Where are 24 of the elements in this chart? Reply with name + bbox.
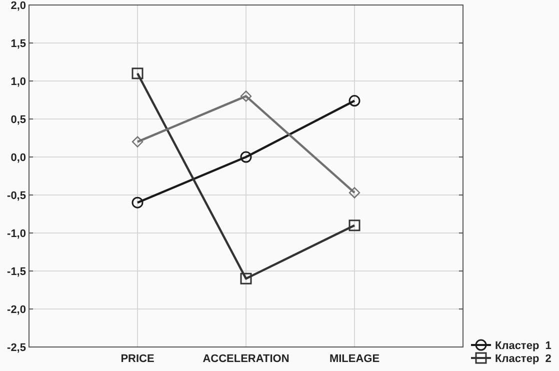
x-tick-label: PRICE bbox=[120, 353, 154, 365]
y-tick-label: -2,0 bbox=[7, 304, 26, 316]
point bbox=[348, 220, 360, 232]
point bbox=[348, 95, 360, 107]
point bbox=[132, 196, 144, 208]
y-tick-label: -1,5 bbox=[7, 266, 26, 278]
y-tick-label: 1,5 bbox=[10, 38, 26, 50]
point bbox=[240, 151, 252, 163]
point bbox=[132, 136, 144, 148]
legend-label: Кластер 2 bbox=[495, 352, 552, 365]
point bbox=[132, 68, 144, 80]
y-tick-label: 0,5 bbox=[10, 114, 26, 126]
x-tick-label: MILEAGE bbox=[329, 353, 380, 365]
point bbox=[348, 187, 360, 198]
y-tick-label: -0,5 bbox=[7, 190, 26, 202]
y-tick-label: 2,0 bbox=[10, 0, 26, 12]
y-tick-label: 1,0 bbox=[10, 76, 26, 88]
x-tick-label: ACCELERATION bbox=[202, 353, 290, 365]
legend-label: Кластер 1 bbox=[495, 340, 552, 352]
y-tick-label: 0,0 bbox=[10, 152, 26, 164]
point bbox=[240, 90, 252, 102]
y-tick-label: -1,0 bbox=[7, 228, 26, 240]
point bbox=[240, 272, 252, 284]
y-tick-label: -2,5 bbox=[7, 342, 26, 354]
